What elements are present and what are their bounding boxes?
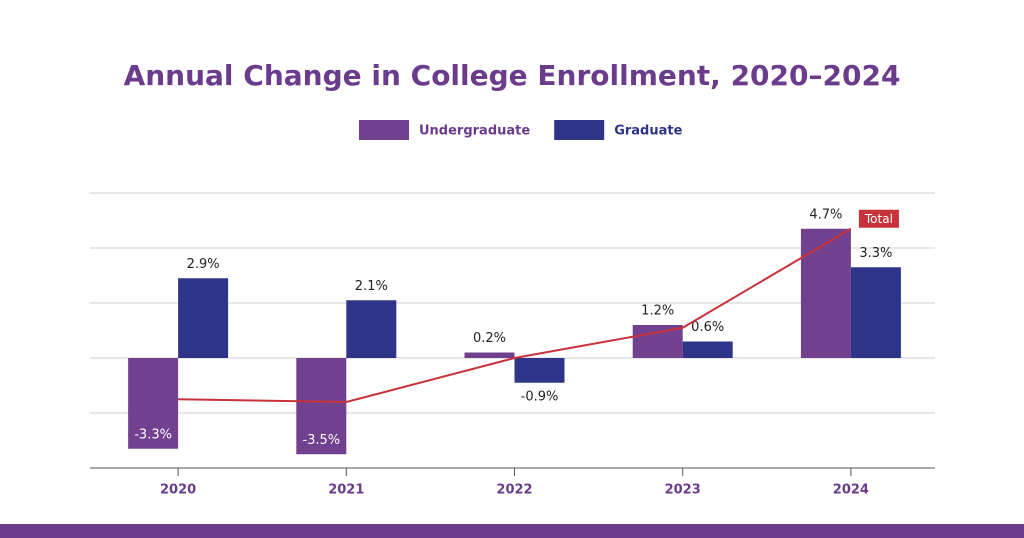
data-label: 3.3% [859, 246, 892, 261]
data-label: -0.9% [521, 389, 559, 404]
bar [346, 300, 397, 358]
legend-swatch [359, 120, 409, 140]
line-label-box [858, 209, 899, 228]
chart-title: Annual Change in College Enrollment, 202… [124, 59, 901, 92]
bar [178, 278, 229, 358]
x-tick-label: 2022 [496, 483, 532, 498]
data-label: -3.5% [302, 433, 340, 448]
x-tick-label: 2023 [665, 483, 701, 498]
bar [128, 358, 179, 449]
line-label: Total [864, 212, 893, 226]
data-label: 1.2% [641, 304, 674, 319]
x-tick-label: 2020 [160, 483, 196, 498]
data-label: 0.2% [473, 331, 506, 346]
x-tick-label: 2021 [328, 483, 364, 498]
bar [850, 267, 901, 358]
footer-band [0, 524, 1024, 538]
legend-label: Graduate [614, 124, 682, 139]
bar [514, 358, 565, 383]
bar [800, 228, 851, 358]
bar [296, 358, 347, 455]
x-tick-label: 2024 [833, 483, 869, 498]
bar [464, 352, 515, 358]
legend-label: Undergraduate [419, 124, 530, 139]
bar [682, 341, 733, 358]
legend-swatch [554, 120, 605, 140]
data-label: 0.6% [691, 320, 724, 335]
data-label: 2.9% [187, 257, 220, 272]
data-label: -3.3% [134, 427, 172, 442]
line [178, 227, 852, 404]
data-label: 2.1% [355, 279, 388, 294]
data-label: 4.7% [809, 207, 842, 222]
bar [632, 325, 683, 358]
